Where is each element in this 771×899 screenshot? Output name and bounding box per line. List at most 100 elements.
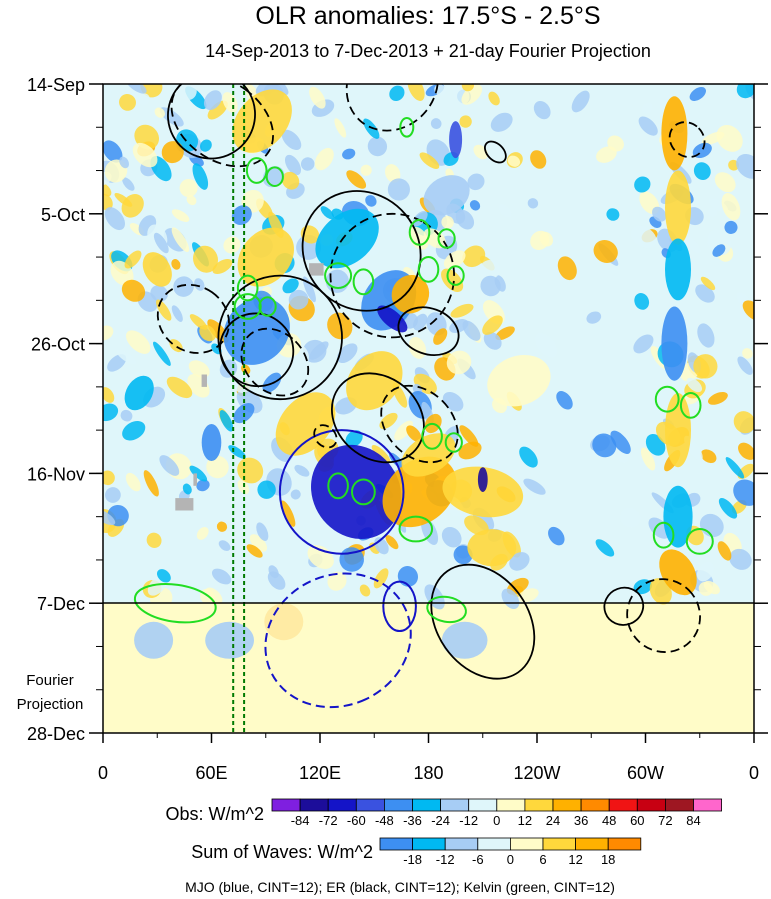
forecast-background	[103, 603, 754, 733]
kelvin-contour	[444, 432, 463, 453]
anomaly-patch	[103, 84, 113, 98]
y-tick-label: 7-Dec	[37, 594, 85, 614]
anomaly-patch	[359, 584, 371, 597]
er-contour	[430, 563, 536, 680]
anomaly-patch	[712, 244, 726, 257]
anomaly-patch	[107, 354, 127, 372]
anomaly-patch	[593, 240, 618, 263]
anomaly-patch	[138, 93, 150, 106]
obs-colorbar-level-label: -84	[291, 813, 310, 828]
anomaly-patch	[701, 131, 725, 145]
obs-colorbar-level-label: 24	[546, 813, 560, 828]
anomaly-patch	[459, 115, 472, 128]
anomaly-patch	[105, 487, 121, 503]
anomaly-patch	[104, 207, 125, 231]
anomaly-patch	[533, 100, 551, 120]
anomaly-patch	[700, 276, 716, 291]
anomaly-patch	[218, 540, 231, 551]
x-tick-label: 120E	[299, 763, 341, 783]
anomaly-patch	[116, 349, 137, 365]
anomaly-patch	[161, 141, 184, 164]
anomaly-patch	[196, 479, 210, 492]
obs-colorbar-level-label: 12	[518, 813, 532, 828]
waves-colorbar-swatch	[444, 837, 479, 851]
anomaly-patch	[394, 420, 414, 441]
waves-colorbar-swatch	[412, 837, 446, 851]
anomaly-patch	[742, 348, 753, 359]
anomaly-patch	[342, 148, 356, 160]
y-tick-label: 28-Dec	[27, 724, 85, 744]
waves-colorbar-level-label: -6	[472, 852, 484, 867]
anomaly-patch	[389, 85, 405, 102]
anomaly-patch	[507, 155, 521, 167]
waves-colorbar-swatch	[477, 837, 511, 851]
anomaly-patch	[179, 178, 198, 198]
waves-colorbar-swatch	[542, 837, 576, 851]
anomaly-patch	[193, 245, 218, 273]
anomaly-patch	[738, 442, 754, 460]
anomaly-patch	[257, 480, 276, 499]
anomaly-patch	[249, 534, 268, 552]
er-contour	[397, 306, 460, 356]
anomaly-feature	[315, 208, 379, 269]
anomaly-patch	[302, 276, 316, 303]
anomaly-patch	[596, 146, 617, 163]
anomaly-patch	[482, 315, 503, 335]
anomaly-feature	[142, 252, 172, 287]
obs-colorbar-level-label: 0	[493, 813, 500, 828]
anomaly-patch	[441, 215, 454, 229]
er-contour	[219, 312, 295, 388]
anomaly-patch	[387, 178, 410, 201]
anomaly-patch	[697, 323, 715, 348]
obs-colorbar-swatch	[636, 798, 666, 812]
anomaly-feature	[665, 238, 691, 301]
x-tick-label: 60E	[195, 763, 227, 783]
anomaly-feature	[205, 621, 255, 659]
anomaly-patch	[523, 478, 546, 495]
anomaly-patch	[121, 193, 144, 218]
x-tick-label: 0	[749, 763, 759, 783]
anomaly-patch	[267, 84, 289, 96]
anomaly-patch	[693, 162, 711, 180]
kelvin-contour	[654, 385, 680, 413]
anomaly-patch	[288, 289, 309, 310]
anomaly-patch	[182, 483, 192, 495]
anomaly-patch	[640, 447, 656, 471]
anomaly-patch	[192, 163, 209, 190]
missing-data-patch	[193, 473, 197, 486]
anomaly-patch	[171, 209, 190, 222]
waves-colorbar-level-label: 6	[539, 852, 546, 867]
anomaly-patch	[159, 455, 180, 476]
kelvin-contour	[327, 472, 349, 500]
anomaly-patch	[223, 236, 241, 254]
obs-colorbar-level-label: 60	[630, 813, 644, 828]
missing-data-patch	[309, 263, 324, 276]
obs-colorbar-swatch	[440, 798, 470, 812]
wave-contours	[133, 84, 714, 709]
anomaly-patch	[634, 293, 650, 310]
anomaly-patch	[203, 90, 222, 110]
anomaly-patch	[103, 470, 115, 486]
obs-colorbar-level-label: -36	[403, 813, 422, 828]
anomaly-patch	[736, 84, 754, 99]
anomaly-patch	[725, 457, 745, 479]
anomaly-patch	[200, 139, 212, 152]
anomaly-patch	[698, 581, 713, 596]
anomaly-patch	[433, 328, 448, 345]
anomaly-patch	[479, 259, 501, 280]
obs-colorbar-swatch	[383, 798, 413, 812]
anomaly-patch	[156, 569, 171, 583]
anomaly-patch	[121, 279, 146, 302]
anomaly-patch	[337, 343, 358, 364]
anomaly-patch	[171, 259, 181, 270]
obs-colorbar-swatch	[355, 798, 385, 812]
anomaly-patch	[194, 278, 205, 291]
obs-colorbar-swatch	[299, 798, 329, 812]
anomaly-patch	[412, 210, 428, 227]
anomaly-patch	[480, 275, 501, 297]
anomaly-patch	[718, 497, 738, 519]
anomaly-patch	[634, 176, 651, 193]
anomaly-patch	[421, 518, 439, 545]
forecast-label-line1: Fourier	[26, 672, 74, 689]
kelvin-contour	[258, 296, 277, 317]
